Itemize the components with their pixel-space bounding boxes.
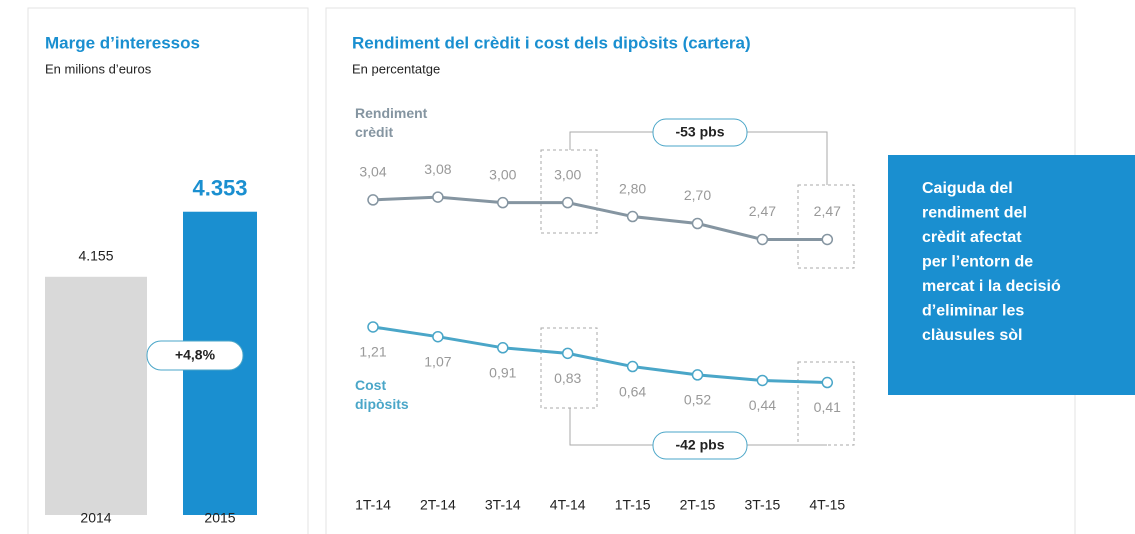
x-tick-label: 2T-14 bbox=[420, 497, 456, 513]
value-label: 0,64 bbox=[619, 383, 646, 399]
annotation: -53 pbs bbox=[675, 124, 724, 140]
point bbox=[432, 330, 444, 343]
callout-text: mercat i la decisió bbox=[922, 278, 1061, 295]
x-tick-label: 2015 bbox=[204, 510, 235, 526]
series-line bbox=[372, 195, 828, 241]
series-name: Rendiment crèdit bbox=[355, 105, 428, 140]
point bbox=[626, 210, 639, 223]
point bbox=[821, 233, 834, 246]
pill bbox=[652, 118, 748, 147]
line-title: Rendiment del crèdit i cost dels dipòsit… bbox=[352, 33, 751, 52]
point bbox=[561, 347, 574, 360]
callout-box bbox=[888, 155, 1135, 395]
point bbox=[561, 196, 574, 209]
value-label: 2,47 bbox=[749, 203, 776, 219]
point bbox=[756, 374, 769, 387]
point bbox=[626, 360, 639, 373]
x-tick-label: 4T-14 bbox=[550, 497, 586, 513]
callout-text: clàusules sòl bbox=[922, 327, 1023, 344]
x-tick-label: 2T-15 bbox=[680, 497, 716, 513]
value-label: 0,91 bbox=[489, 365, 516, 381]
value-label: 3,00 bbox=[489, 166, 516, 182]
value-label: 4.155 bbox=[78, 247, 113, 263]
point bbox=[432, 191, 444, 203]
value-label: 3,08 bbox=[424, 161, 451, 177]
highlight-box bbox=[540, 149, 598, 234]
pill bbox=[652, 431, 748, 460]
highlight-box bbox=[540, 327, 598, 409]
x-tick-label: 4T-15 bbox=[809, 497, 845, 513]
callout-text: Caiguda del bbox=[922, 180, 1013, 197]
left-panel bbox=[27, 7, 309, 534]
x-tick-label: 1T-15 bbox=[615, 497, 651, 513]
point bbox=[691, 369, 704, 381]
point bbox=[497, 342, 509, 354]
highlight-box bbox=[797, 361, 855, 446]
point bbox=[691, 217, 704, 230]
x-tick-label: 3T-15 bbox=[744, 497, 780, 513]
callout-text: d’eliminar les bbox=[922, 303, 1024, 320]
value-label: 0,83 bbox=[554, 370, 581, 386]
value-label: 3,00 bbox=[554, 166, 581, 182]
x-tick-label: 2014 bbox=[80, 510, 111, 526]
series-name: Cost dipòsits bbox=[355, 377, 409, 412]
value-label: 2,80 bbox=[619, 180, 646, 196]
bar-subtitle: En milions d’euros bbox=[45, 61, 152, 76]
value-label: 3,04 bbox=[359, 164, 386, 180]
value-label: 0,44 bbox=[749, 397, 776, 413]
x-tick-label: 1T-14 bbox=[355, 497, 391, 513]
point bbox=[497, 196, 509, 209]
bar-title: Marge d’interessos bbox=[45, 33, 200, 52]
callout-text: rendiment del bbox=[922, 205, 1027, 222]
value-label: 1,07 bbox=[424, 353, 451, 369]
callout-text: per l’entorn de bbox=[922, 254, 1033, 271]
highlight-box bbox=[797, 184, 855, 269]
point bbox=[756, 233, 769, 246]
x-tick-label: 3T-14 bbox=[485, 497, 521, 513]
bar bbox=[45, 276, 147, 515]
value-label: 4.353 bbox=[192, 176, 247, 201]
point bbox=[367, 321, 379, 333]
annotation: +4,8% bbox=[175, 347, 216, 363]
value-label: 0,41 bbox=[814, 399, 841, 415]
point bbox=[367, 194, 379, 206]
callout-text: crèdit afectat bbox=[922, 229, 1022, 246]
pill bbox=[146, 340, 244, 371]
value-label: 1,21 bbox=[359, 344, 386, 360]
annotation: -42 pbs bbox=[675, 437, 724, 453]
series-line bbox=[372, 325, 828, 385]
point bbox=[821, 376, 834, 389]
value-label: 2,70 bbox=[684, 187, 711, 203]
value-label: 0,52 bbox=[684, 392, 711, 408]
line-subtitle: En percentatge bbox=[352, 61, 440, 76]
value-label: 2,47 bbox=[814, 203, 841, 219]
